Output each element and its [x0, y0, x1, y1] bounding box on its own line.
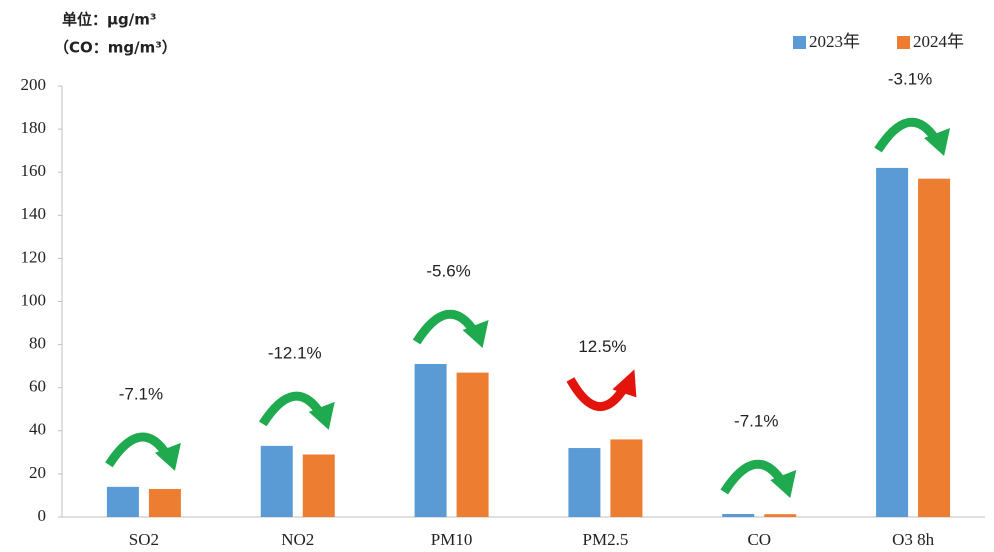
x-tick-label: PM2.5 — [583, 530, 629, 549]
y-tick-label: 20 — [29, 463, 46, 482]
unit-label: 单位：μg/m³ — [62, 11, 156, 29]
legend-label: 2023年 — [809, 32, 860, 51]
trend-arrow-head — [308, 401, 335, 430]
x-tick-label: CO — [747, 530, 771, 549]
legend-label: 2024年 — [913, 32, 964, 51]
bar — [302, 454, 335, 517]
trend-arrow-head — [924, 128, 951, 156]
y-tick-label: 120 — [21, 247, 47, 266]
bar — [610, 439, 643, 517]
y-tick-label: 180 — [21, 118, 47, 137]
y-tick-label: 160 — [21, 161, 47, 180]
y-tick-label: 100 — [21, 290, 47, 309]
y-tick-label: 80 — [29, 334, 46, 353]
bar — [568, 448, 601, 517]
legend-swatch — [897, 36, 910, 49]
bar — [260, 445, 293, 517]
trend-arrow-head — [462, 319, 489, 348]
bar — [106, 486, 139, 517]
change-label: -3.1% — [888, 69, 932, 88]
change-label: -7.1% — [734, 411, 778, 430]
trend-arrow — [258, 391, 325, 427]
trend-arrow-head — [770, 469, 797, 498]
legend-swatch — [793, 36, 806, 49]
unit-note: （CO：mg/m³） — [54, 39, 177, 57]
change-label: -7.1% — [119, 384, 163, 403]
y-tick-label: 40 — [29, 420, 46, 439]
y-tick-label: 60 — [29, 377, 46, 396]
bar — [722, 513, 755, 517]
change-label: -5.6% — [426, 261, 470, 280]
y-tick-label: 140 — [21, 204, 47, 223]
x-tick-label: O3 8h — [892, 530, 935, 549]
bar — [876, 167, 909, 517]
bar — [764, 514, 797, 517]
y-tick-label: 0 — [38, 506, 47, 525]
change-label: -12.1% — [268, 343, 322, 362]
x-tick-label: SO2 — [129, 530, 159, 549]
trend-arrow-head — [612, 369, 637, 398]
bar — [918, 178, 951, 518]
trend-arrow — [412, 309, 479, 345]
bar — [414, 363, 447, 517]
y-tick-label: 200 — [21, 75, 47, 94]
x-tick-label: PM10 — [431, 530, 473, 549]
trend-arrow-head — [154, 442, 181, 471]
bar — [456, 372, 489, 517]
trend-arrow — [566, 377, 629, 411]
trend-arrow — [874, 117, 940, 153]
bar — [148, 488, 181, 517]
trend-arrow — [105, 432, 171, 468]
x-tick-label: NO2 — [281, 530, 314, 549]
change-label: 12.5% — [578, 337, 626, 356]
trend-arrow — [720, 459, 787, 495]
